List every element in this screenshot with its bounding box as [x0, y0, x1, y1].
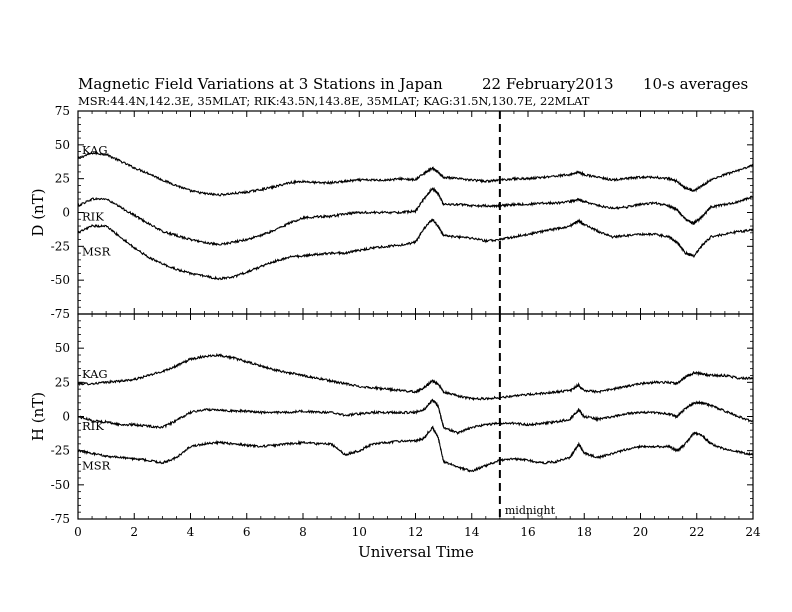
y-tick-label: 25 [55, 375, 70, 389]
y-tick-label: -75 [51, 307, 70, 321]
y-tick-label: -25 [51, 239, 70, 253]
chart-averaging: 10-s averages [643, 75, 748, 93]
y-tick-label: 50 [55, 341, 70, 355]
y-axis-label: D (nT) [29, 188, 47, 236]
series-line-rik [77, 398, 754, 436]
y-tick-label: 75 [55, 104, 70, 118]
series-label-msr: MSR [82, 245, 111, 259]
chart-station-info: MSR:44.4N,142.3E, 35MLAT; RIK:43.5N,143.… [78, 94, 590, 108]
x-tick-label: 12 [408, 525, 423, 539]
y-tick-label: 0 [62, 206, 70, 220]
series-label-rik: RIK [82, 419, 104, 433]
x-tick-label: 14 [464, 525, 480, 539]
y-tick-label: -75 [51, 512, 70, 526]
x-tick-label: 4 [187, 525, 195, 539]
x-tick-label: 8 [299, 525, 307, 539]
x-axis-label: Universal Time [358, 543, 474, 561]
x-tick-label: 10 [352, 525, 367, 539]
x-tick-label: 6 [243, 525, 251, 539]
y-tick-label: 25 [55, 172, 70, 186]
series-label-kag: KAG [82, 143, 108, 157]
series-line-kag [77, 150, 754, 197]
chart-title: Magnetic Field Variations at 3 Stations … [78, 75, 443, 93]
series-line-msr [77, 218, 754, 281]
y-tick-label: -50 [51, 273, 70, 287]
chart-date: 22 February2013 [482, 75, 614, 93]
series-line-rik [77, 186, 754, 247]
x-tick-label: 0 [74, 525, 82, 539]
midnight-label: midnight [505, 504, 556, 517]
y-tick-label: 50 [55, 138, 70, 152]
panels: -75 -50 -25 0 25 50 75 D (nT) KAG RIK MSR -75 -50 -25… [29, 104, 761, 539]
x-tick-label: 16 [520, 525, 535, 539]
series-label-kag: KAG [82, 367, 108, 381]
panel-frame [77, 313, 754, 520]
x-tick-label: 2 [130, 525, 138, 539]
series-line-kag [77, 352, 754, 402]
x-tick-label: 22 [689, 525, 704, 539]
y-tick-label: -25 [51, 444, 70, 458]
x-tick-label: 24 [745, 525, 761, 539]
panel-0: -75 -50 -25 0 25 50 75 D (nT) KAG RIK MSR [29, 104, 754, 321]
series-line-msr [77, 425, 754, 473]
series-label-msr: MSR [82, 459, 111, 473]
y-tick-label: -50 [51, 478, 70, 492]
series-label-rik: RIK [82, 210, 104, 224]
x-tick-label: 20 [633, 525, 648, 539]
y-axis-label: H (nT) [29, 392, 47, 441]
x-tick-label: 18 [577, 525, 592, 539]
y-tick-label: 0 [62, 410, 70, 424]
